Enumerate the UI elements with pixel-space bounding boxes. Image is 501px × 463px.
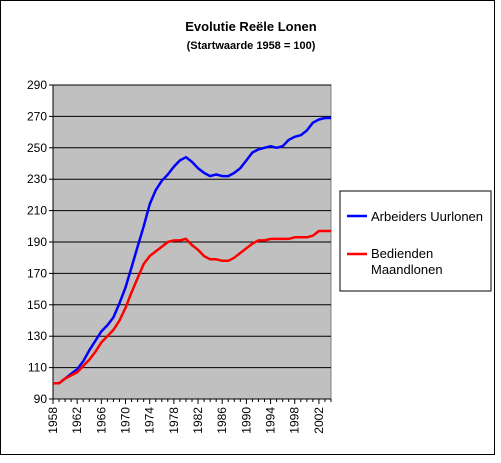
y-tick-label: 150 bbox=[27, 298, 47, 312]
legend-box bbox=[339, 190, 492, 292]
chart-title: Evolutie Reële Lonen bbox=[185, 19, 317, 34]
x-tick-label: 1990 bbox=[239, 407, 253, 434]
x-tick-label: 1994 bbox=[264, 407, 278, 434]
y-tick-label: 230 bbox=[27, 172, 47, 186]
x-tick-label: 1978 bbox=[167, 407, 181, 434]
x-tick-label: 1998 bbox=[288, 407, 302, 434]
y-tick-label: 110 bbox=[28, 361, 47, 375]
y-tick-label: 90 bbox=[34, 392, 48, 406]
y-tick-label: 250 bbox=[27, 141, 47, 155]
x-tick-label: 1986 bbox=[215, 407, 229, 434]
x-tick-label: 1970 bbox=[119, 407, 133, 434]
y-tick-label: 190 bbox=[27, 235, 47, 249]
x-tick-label: 1966 bbox=[94, 407, 108, 434]
y-tick-label: 290 bbox=[27, 78, 47, 92]
x-tick-label: 2002 bbox=[312, 407, 326, 434]
x-tick-label: 1982 bbox=[191, 407, 205, 434]
axes: 90 110 130 150 170 190 210 230 250 270 290 1958 1962… bbox=[27, 78, 332, 434]
series-lines bbox=[53, 116, 331, 385]
y-tick-label: 130 bbox=[27, 329, 47, 343]
x-tick-label: 1962 bbox=[70, 407, 84, 434]
y-tick-label: 210 bbox=[27, 204, 47, 218]
y-tick-label: 270 bbox=[27, 109, 47, 123]
chart-subtitle: (Startwaarde 1958 = 100) bbox=[187, 40, 316, 52]
y-tick-label: 170 bbox=[27, 266, 47, 280]
legend-label-bedienden: Bedienden Maandlonen bbox=[371, 246, 443, 277]
line-chart: Evolutie Reële Lonen (Startwaarde 1958 =… bbox=[27, 19, 492, 434]
legend: Arbeiders Uurlonen Bedienden Maandlonen bbox=[339, 190, 492, 292]
legend-label-arbeiders: Arbeiders Uurlonen bbox=[371, 209, 483, 224]
chart-frame: Evolutie Reële Lonen (Startwaarde 1958 =… bbox=[0, 0, 495, 455]
series-line-bedienden bbox=[53, 229, 331, 385]
x-tick-label: 1958 bbox=[46, 407, 60, 434]
series-line-arbeiders bbox=[53, 116, 331, 385]
x-tick-label: 1974 bbox=[143, 407, 157, 434]
